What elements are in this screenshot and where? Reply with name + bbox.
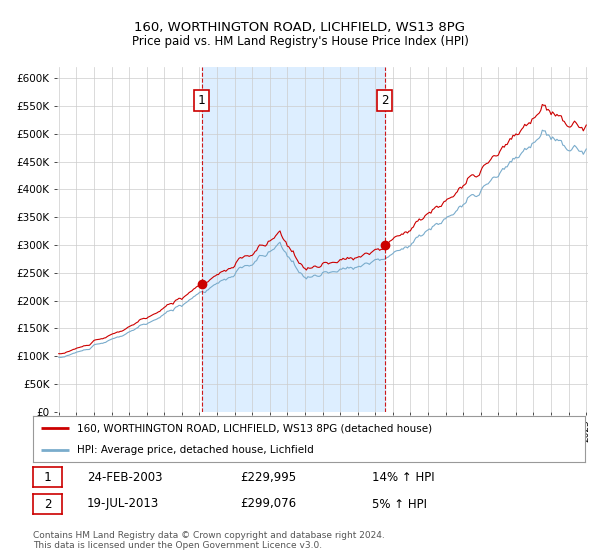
Text: 19-JUL-2013: 19-JUL-2013 [87,497,159,511]
Text: 2: 2 [381,94,388,107]
Text: 1: 1 [198,94,205,107]
Text: £299,076: £299,076 [240,497,296,511]
Text: 1: 1 [44,470,51,484]
Text: 24-FEB-2003: 24-FEB-2003 [87,470,163,484]
Text: HPI: Average price, detached house, Lichfield: HPI: Average price, detached house, Lich… [77,445,314,455]
Text: 2: 2 [44,497,51,511]
Text: Contains HM Land Registry data © Crown copyright and database right 2024.
This d: Contains HM Land Registry data © Crown c… [33,531,385,550]
Text: 160, WORTHINGTON ROAD, LICHFIELD, WS13 8PG: 160, WORTHINGTON ROAD, LICHFIELD, WS13 8… [134,21,466,34]
Text: 5% ↑ HPI: 5% ↑ HPI [372,497,427,511]
Text: £229,995: £229,995 [240,470,296,484]
Text: Price paid vs. HM Land Registry's House Price Index (HPI): Price paid vs. HM Land Registry's House … [131,35,469,48]
Bar [202,67,385,412]
Text: 160, WORTHINGTON ROAD, LICHFIELD, WS13 8PG (detached house): 160, WORTHINGTON ROAD, LICHFIELD, WS13 8… [77,423,432,433]
Text: 14% ↑ HPI: 14% ↑ HPI [372,470,434,484]
